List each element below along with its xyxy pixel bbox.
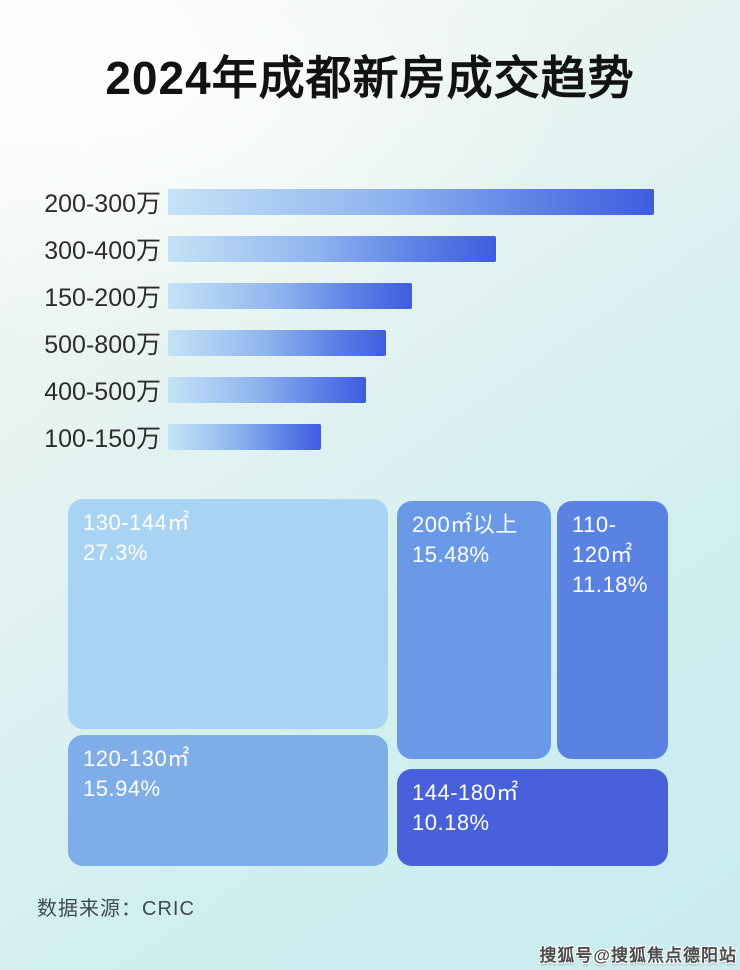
treemap-block-130-144: 130-144㎡ 27.3% bbox=[68, 499, 388, 729]
bar-label: 150-200万 bbox=[44, 284, 161, 312]
bar-200-300 bbox=[168, 189, 654, 215]
treemap-block-120-130: 120-130㎡ 15.94% bbox=[68, 735, 388, 866]
treemap-label: 120-130㎡ bbox=[83, 746, 190, 771]
bar-400-500 bbox=[168, 377, 366, 403]
treemap-value: 11.18% bbox=[572, 572, 648, 597]
treemap-value: 15.48% bbox=[412, 542, 490, 567]
bar-row: 500-800万 bbox=[0, 330, 740, 359]
treemap-label: 144-180㎡ bbox=[412, 780, 519, 805]
bar-row: 150-200万 bbox=[0, 283, 740, 312]
bar-100-150 bbox=[168, 424, 321, 450]
price-bar-chart: 200-300万 300-400万 150-200万 500-800万 400-… bbox=[0, 189, 740, 471]
data-source-note: 数据来源：CRIC bbox=[37, 898, 195, 920]
treemap-value: 27.3% bbox=[83, 540, 148, 565]
treemap-label: 110-120㎡ bbox=[572, 512, 633, 567]
bar-150-200 bbox=[168, 283, 412, 309]
treemap-block-110-120: 110-120㎡ 11.18% bbox=[557, 501, 668, 759]
bar-label: 300-400万 bbox=[44, 237, 161, 265]
treemap-block-200-plus: 200㎡以上 15.48% bbox=[397, 501, 551, 759]
bar-row: 100-150万 bbox=[0, 424, 740, 453]
bar-label: 400-500万 bbox=[44, 378, 161, 406]
area-treemap: 130-144㎡ 27.3% 120-130㎡ 15.94% 200㎡以上 15… bbox=[68, 499, 668, 867]
bar-row: 400-500万 bbox=[0, 377, 740, 406]
bar-label: 200-300万 bbox=[44, 190, 161, 218]
bar-label: 500-800万 bbox=[44, 331, 161, 359]
watermark-sohu: 搜狐号@搜狐焦点德阳站 bbox=[539, 946, 737, 965]
bar-row: 200-300万 bbox=[0, 189, 740, 218]
page-title: 2024年成都新房成交趋势 bbox=[105, 52, 635, 104]
bar-row: 300-400万 bbox=[0, 236, 740, 265]
treemap-block-144-180: 144-180㎡ 10.18% bbox=[397, 769, 668, 866]
treemap-label: 200㎡以上 bbox=[412, 512, 518, 537]
treemap-label: 130-144㎡ bbox=[83, 510, 190, 535]
bar-500-800 bbox=[168, 330, 386, 356]
treemap-value: 15.94% bbox=[83, 776, 161, 801]
bar-label: 100-150万 bbox=[44, 425, 161, 453]
bar-300-400 bbox=[168, 236, 496, 262]
treemap-value: 10.18% bbox=[412, 810, 490, 835]
